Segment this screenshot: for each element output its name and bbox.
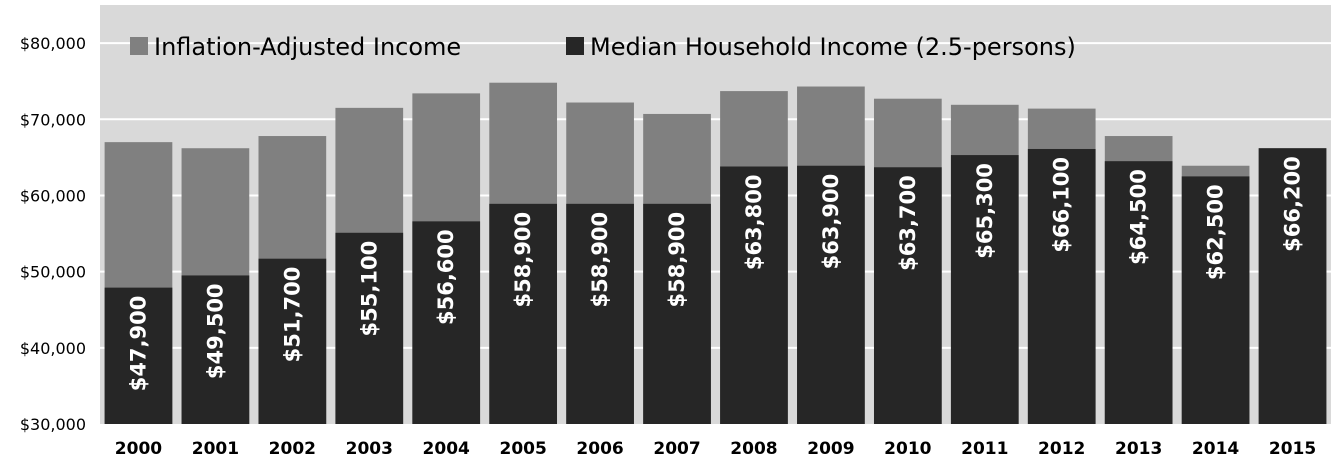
data-label-2014: $62,500 (1204, 184, 1228, 280)
data-label-2002: $51,700 (280, 267, 304, 363)
data-label-2003: $55,100 (357, 241, 381, 337)
bar-median-income-2009 (797, 165, 865, 424)
x-tick-label-2014: 2014 (1192, 439, 1239, 459)
bar-median-income-2015 (1258, 148, 1327, 425)
y-tick-label: $50,000 (20, 263, 86, 282)
x-tick-label-2004: 2004 (423, 439, 470, 459)
data-label-2007: $58,900 (665, 212, 689, 308)
data-label-2005: $58,900 (511, 212, 535, 308)
legend-label-0: Inflation-Adjusted Income (154, 33, 461, 61)
data-label-2004: $56,600 (434, 229, 458, 325)
bar-median-income-2005 (489, 203, 558, 424)
x-tick-label-2005: 2005 (499, 439, 546, 459)
x-tick-label-2013: 2013 (1115, 439, 1162, 459)
legend-swatch-0 (130, 37, 148, 55)
bar-median-income-2001 (181, 275, 250, 424)
bars (104, 82, 1327, 425)
x-tick-label-2006: 2006 (576, 439, 623, 459)
bar-median-income-2011 (950, 155, 1019, 424)
bar-median-income-2004 (412, 221, 481, 424)
bar-median-income-2003 (335, 232, 404, 424)
legend-label-1: Median Household Income (2.5-persons) (590, 33, 1076, 61)
bar-median-income-2008 (720, 166, 788, 425)
data-label-2006: $58,900 (588, 212, 612, 308)
legend-swatch-1 (566, 37, 584, 55)
bar-median-income-2013 (1104, 161, 1173, 424)
data-labels: $47,900 $49,500 $51,700 $55,100 $56,600 $58,9… (126, 156, 1304, 391)
data-label-2009: $63,900 (819, 174, 843, 270)
x-tick-label-2003: 2003 (346, 439, 393, 459)
x-tick-label-2015: 2015 (1269, 439, 1316, 459)
data-label-2013: $64,500 (1127, 169, 1151, 265)
data-label-2015: $66,200 (1281, 156, 1305, 252)
y-tick-label: $30,000 (20, 415, 86, 434)
bar-median-income-2007 (643, 203, 711, 424)
x-tick-label-2001: 2001 (192, 439, 239, 459)
x-tick-label-2010: 2010 (884, 439, 931, 459)
x-tick-label-2002: 2002 (269, 439, 316, 459)
y-axis-tick-labels: $30,000 $40,000 $50,000 $60,000 $70,000 $80,0… (20, 34, 86, 434)
bar-median-income-2012 (1027, 148, 1096, 424)
y-tick-label: $60,000 (20, 186, 86, 205)
bar-median-income-2006 (566, 203, 634, 424)
x-tick-label-2000: 2000 (115, 439, 162, 459)
legend: Inflation-Adjusted Income Median Househol… (130, 33, 1076, 61)
x-tick-label-2007: 2007 (653, 439, 700, 459)
bar-median-income-2010 (873, 167, 942, 424)
bar-median-income-2002 (258, 258, 327, 424)
data-label-2011: $65,300 (973, 163, 997, 259)
data-label-2010: $63,700 (896, 175, 920, 271)
x-tick-label-2008: 2008 (730, 439, 777, 459)
data-label-2008: $63,800 (742, 175, 766, 271)
data-label-2012: $66,100 (1050, 157, 1074, 253)
x-tick-label-2011: 2011 (961, 439, 1008, 459)
bar-median-income-2014 (1181, 176, 1250, 424)
x-axis-tick-labels: 2000 2001 2002 2003 2004 2005 2006 2007 2008 2009… (115, 439, 1316, 459)
y-tick-label: $80,000 (20, 34, 86, 53)
y-tick-label: $70,000 (20, 110, 86, 129)
data-label-2000: $47,900 (126, 296, 150, 392)
y-tick-label: $40,000 (20, 339, 86, 358)
x-tick-label-2012: 2012 (1038, 439, 1085, 459)
x-tick-label-2009: 2009 (807, 439, 854, 459)
bar-median-income-2000 (104, 287, 173, 424)
data-label-2001: $49,500 (203, 283, 227, 379)
